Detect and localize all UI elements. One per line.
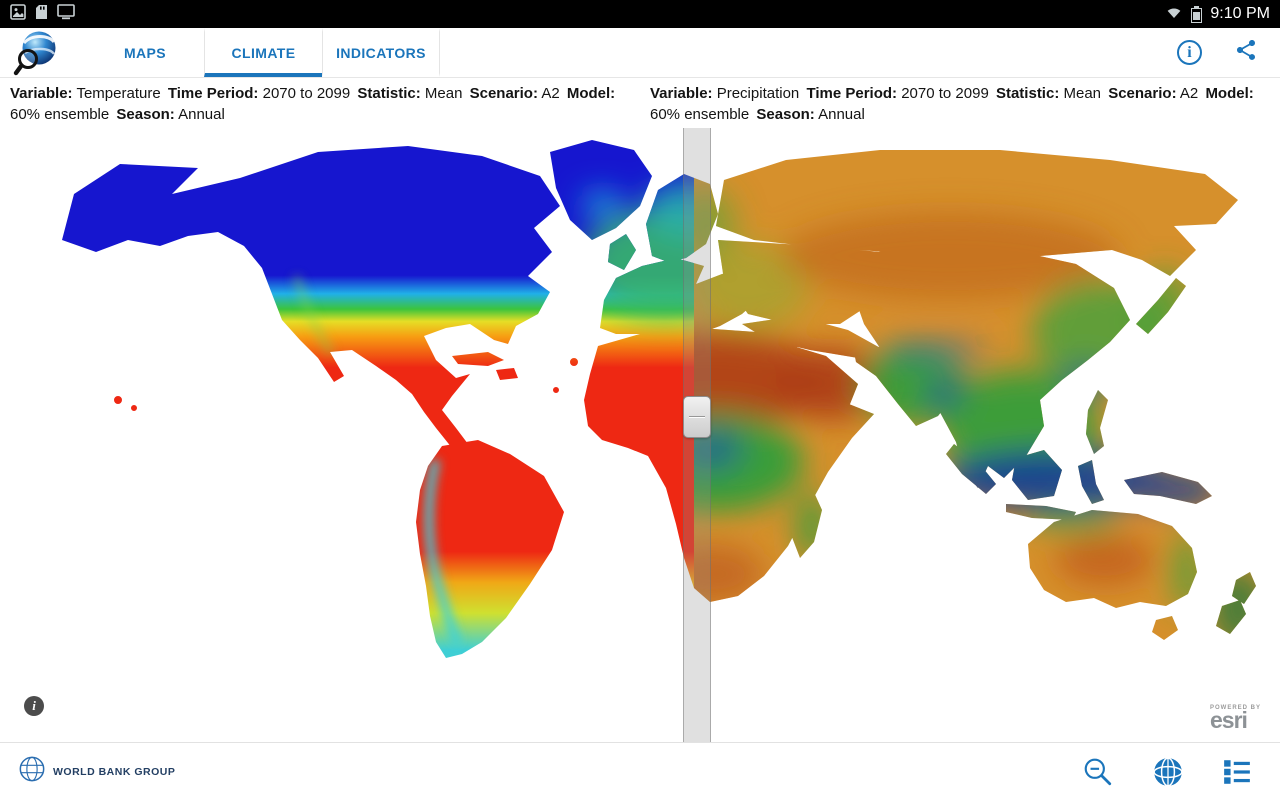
tab-climate[interactable]: CLIMATE xyxy=(204,28,322,77)
footer-bar: WORLD BANK GROUP xyxy=(0,742,1280,800)
left-layer-description: Variable: Temperature Time Period: 2070 … xyxy=(10,85,616,123)
tab-indicators[interactable]: INDICATORS xyxy=(322,28,440,77)
basemap-globe-icon[interactable] xyxy=(1152,756,1184,788)
map-info-icon[interactable]: i xyxy=(24,696,44,716)
sd-card-notification-icon xyxy=(35,4,48,25)
info-icon[interactable]: i xyxy=(1177,40,1202,65)
status-time: 9:10 PM xyxy=(1210,5,1270,22)
battery-icon xyxy=(1191,5,1203,23)
footer-actions xyxy=(1082,756,1262,788)
layer-descriptions: Variable: Temperature Time Period: 2070 … xyxy=(0,78,1280,128)
esri-attribution: POWERED BY esri xyxy=(1202,703,1268,733)
world-bank-globe-icon xyxy=(18,755,46,788)
cast-notification-icon xyxy=(57,3,75,25)
toolbar-actions: i xyxy=(1177,28,1280,77)
info-glyph: i xyxy=(1187,43,1192,61)
tab-bar: MAPS CLIMATE INDICATORS xyxy=(86,28,440,77)
climate-portal-logo-icon[interactable] xyxy=(8,28,66,77)
world-bank-logo: WORLD BANK GROUP xyxy=(18,755,175,788)
world-bank-label: WORLD BANK GROUP xyxy=(53,765,176,778)
app-toolbar: MAPS CLIMATE INDICATORS i xyxy=(0,28,1280,78)
powered-by-label: POWERED BY xyxy=(1209,705,1261,711)
screenshot-notification-icon xyxy=(10,3,26,25)
tab-maps[interactable]: MAPS xyxy=(123,44,167,61)
wifi-icon xyxy=(1165,4,1183,25)
share-icon[interactable] xyxy=(1234,37,1258,68)
map-canvas[interactable]: i POWERED BY esri xyxy=(0,128,1280,742)
swipe-divider[interactable] xyxy=(683,128,711,742)
zoom-out-icon[interactable] xyxy=(1082,756,1114,788)
status-bar: 9:10 PM xyxy=(0,0,1280,28)
right-layer-description: Variable: Precipitation Time Period: 207… xyxy=(650,85,1254,123)
swipe-handle[interactable] xyxy=(683,396,711,438)
legend-icon[interactable] xyxy=(1222,757,1252,787)
esri-logo: esri xyxy=(1209,707,1248,733)
